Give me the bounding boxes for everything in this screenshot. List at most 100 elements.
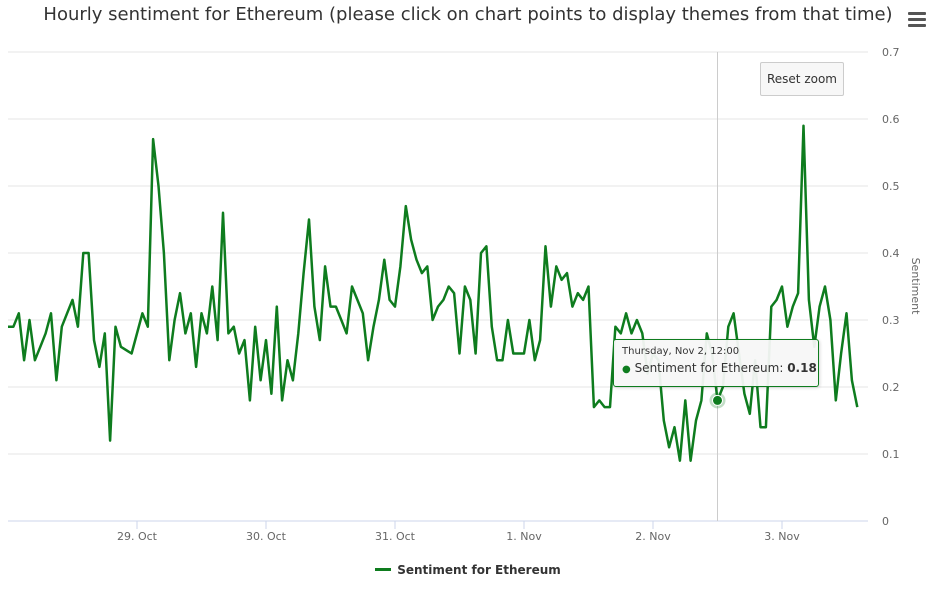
data-point[interactable] xyxy=(96,364,102,370)
data-point[interactable] xyxy=(37,344,43,350)
data-point[interactable] xyxy=(113,324,119,330)
data-point[interactable] xyxy=(849,377,855,383)
data-point[interactable] xyxy=(21,357,27,363)
data-point[interactable] xyxy=(403,203,409,209)
data-point[interactable] xyxy=(311,304,317,310)
data-point[interactable] xyxy=(602,404,608,410)
data-point[interactable] xyxy=(70,297,76,303)
data-point[interactable] xyxy=(822,284,828,290)
data-point[interactable] xyxy=(193,364,199,370)
data-point[interactable] xyxy=(53,377,59,383)
data-point[interactable] xyxy=(634,317,640,323)
data-point[interactable] xyxy=(161,250,167,256)
data-point[interactable] xyxy=(387,297,393,303)
data-point[interactable] xyxy=(758,424,764,430)
data-point[interactable] xyxy=(731,310,737,316)
data-point[interactable] xyxy=(129,351,135,357)
data-point[interactable] xyxy=(392,304,398,310)
data-point[interactable] xyxy=(548,304,554,310)
data-point[interactable] xyxy=(532,357,538,363)
data-point[interactable] xyxy=(371,324,377,330)
data-point[interactable] xyxy=(209,284,215,290)
data-point[interactable] xyxy=(118,344,124,350)
data-point[interactable] xyxy=(242,337,248,343)
data-point[interactable] xyxy=(483,243,489,249)
data-point[interactable] xyxy=(774,297,780,303)
data-point[interactable] xyxy=(817,304,823,310)
data-point[interactable] xyxy=(107,438,113,444)
data-point[interactable] xyxy=(559,277,565,283)
data-point[interactable] xyxy=(338,317,344,323)
data-point[interactable] xyxy=(279,397,285,403)
data-point[interactable] xyxy=(188,310,194,316)
data-point[interactable] xyxy=(446,284,452,290)
data-point[interactable] xyxy=(763,424,769,430)
data-point[interactable] xyxy=(397,263,403,269)
data-point[interactable] xyxy=(344,330,350,336)
data-point[interactable] xyxy=(844,310,850,316)
data-point[interactable] xyxy=(672,424,678,430)
data-point[interactable] xyxy=(236,351,242,357)
data-point[interactable] xyxy=(854,404,860,410)
data-point[interactable] xyxy=(258,377,264,383)
data-point[interactable] xyxy=(263,337,269,343)
data-point[interactable] xyxy=(204,330,210,336)
data-point[interactable] xyxy=(252,324,258,330)
data-point[interactable] xyxy=(64,310,70,316)
data-point[interactable] xyxy=(467,297,473,303)
data-point[interactable] xyxy=(48,310,54,316)
data-point[interactable] xyxy=(381,257,387,263)
data-point[interactable] xyxy=(317,337,323,343)
data-point[interactable] xyxy=(440,297,446,303)
data-point[interactable] xyxy=(145,324,151,330)
data-point[interactable] xyxy=(306,217,312,223)
data-point[interactable] xyxy=(322,263,328,269)
data-point[interactable] xyxy=(102,330,108,336)
data-point[interactable] xyxy=(618,330,624,336)
data-point[interactable] xyxy=(91,337,97,343)
data-point[interactable] xyxy=(182,330,188,336)
data-point[interactable] xyxy=(177,290,183,296)
legend-item-sentiment[interactable]: Sentiment for Ethereum xyxy=(375,563,561,577)
data-point[interactable] xyxy=(220,210,226,216)
data-point[interactable] xyxy=(376,297,382,303)
data-point[interactable] xyxy=(462,284,468,290)
data-point[interactable] xyxy=(543,243,549,249)
data-point[interactable] xyxy=(150,136,156,142)
data-point[interactable] xyxy=(247,397,253,403)
data-point[interactable] xyxy=(365,357,371,363)
data-point[interactable] xyxy=(274,304,280,310)
data-point[interactable] xyxy=(354,297,360,303)
data-point[interactable] xyxy=(537,337,543,343)
data-point[interactable] xyxy=(553,263,559,269)
data-point[interactable] xyxy=(156,183,162,189)
data-point[interactable] xyxy=(215,337,221,343)
data-point[interactable] xyxy=(510,351,516,357)
data-point[interactable] xyxy=(639,330,645,336)
data-point[interactable] xyxy=(489,324,495,330)
data-point[interactable] xyxy=(790,304,796,310)
data-point[interactable] xyxy=(768,304,774,310)
data-point[interactable] xyxy=(86,250,92,256)
data-point[interactable] xyxy=(80,250,86,256)
data-point[interactable] xyxy=(569,304,575,310)
data-point[interactable] xyxy=(43,330,49,336)
data-point[interactable] xyxy=(693,418,699,424)
data-point[interactable] xyxy=(779,284,785,290)
data-point[interactable] xyxy=(290,377,296,383)
data-point[interactable] xyxy=(349,284,355,290)
data-point[interactable] xyxy=(75,324,81,330)
data-point[interactable] xyxy=(784,324,790,330)
data-point[interactable] xyxy=(661,418,667,424)
data-point[interactable] xyxy=(666,444,672,450)
data-point[interactable] xyxy=(435,304,441,310)
data-point[interactable] xyxy=(516,351,522,357)
data-point[interactable] xyxy=(575,290,581,296)
data-point[interactable] xyxy=(419,270,425,276)
data-point[interactable] xyxy=(478,250,484,256)
data-point[interactable] xyxy=(623,310,629,316)
data-point[interactable] xyxy=(612,324,618,330)
data-point[interactable] xyxy=(139,310,145,316)
data-point[interactable] xyxy=(747,411,753,417)
